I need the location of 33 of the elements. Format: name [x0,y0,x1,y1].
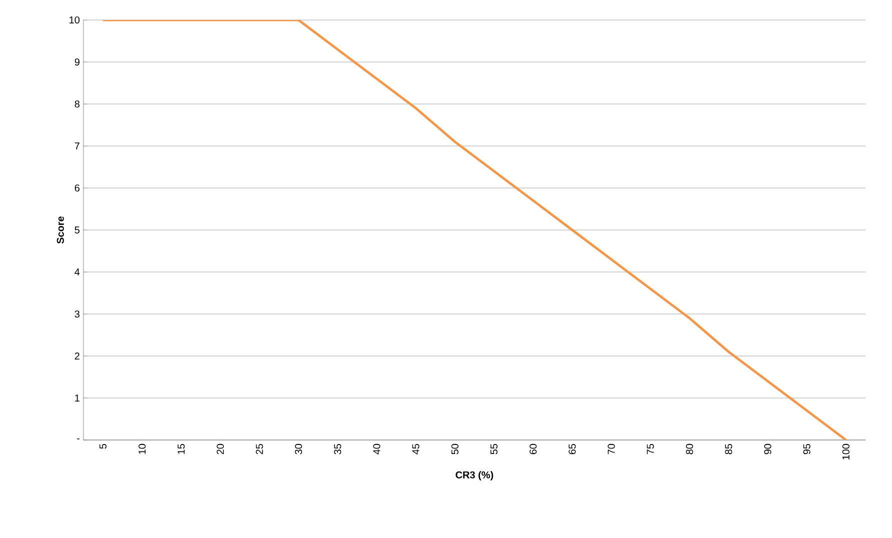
x-tick-label: 100 [842,444,850,460]
x-tick-label: 80 [686,444,694,454]
x-tick-label: 85 [725,444,732,454]
x-tick-label: 25 [256,444,263,454]
x-tick-label: 5 [100,444,106,449]
x-tick-label: 50 [451,444,458,454]
x-tick-label: 70 [608,444,615,454]
x-tick-label: 35 [334,444,342,454]
y-tick-label: - [77,438,80,440]
x-tick-label: 40 [373,444,380,454]
y-tick-label: 9 [74,58,80,66]
y-axis-title: Score [56,216,64,244]
x-tick-label: 30 [294,444,302,454]
x-tick-label: 90 [764,444,772,454]
x-tick-label: 65 [568,444,576,454]
x-tick-label: 75 [646,444,654,454]
x-axis-title: CR3 (%) [456,471,494,480]
x-tick-label: 55 [490,444,498,454]
y-tick-label: 1 [75,394,80,402]
y-tick-label: 8 [74,100,80,108]
y-tick-label: 3 [74,310,80,318]
y-tick-label: 7 [74,142,80,150]
y-tick-label: 5 [74,226,80,234]
x-tick-label: 45 [412,444,420,454]
y-tick-label: 2 [74,352,80,360]
x-tick-label: 95 [803,444,810,454]
x-tick-label: 10 [138,444,146,454]
y-tick-label: 10 [70,16,80,24]
y-tick-label: 6 [74,184,80,192]
x-tick-label: 15 [178,444,185,454]
y-tick-label: 4 [74,268,80,276]
x-tick-label: 60 [530,444,537,454]
x-tick-label: 20 [216,444,224,454]
